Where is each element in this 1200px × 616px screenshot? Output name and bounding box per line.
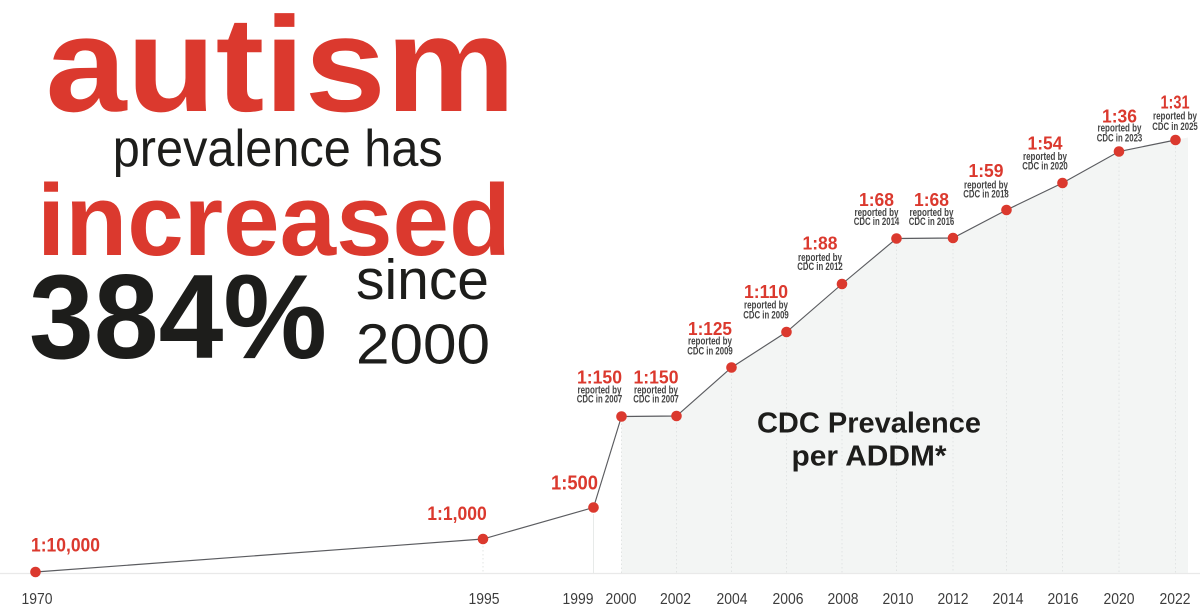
svg-text:reported by: reported by (1098, 123, 1142, 135)
svg-text:reported by: reported by (1023, 151, 1067, 163)
svg-text:2006: 2006 (773, 591, 804, 608)
svg-text:1:31: 1:31 (1161, 93, 1190, 113)
svg-text:1:88: 1:88 (803, 234, 838, 254)
svg-text:reported by: reported by (855, 207, 899, 219)
svg-text:CDC in 2007: CDC in 2007 (633, 394, 679, 406)
svg-text:2016: 2016 (1048, 591, 1079, 608)
svg-text:reported by: reported by (1153, 111, 1197, 123)
svg-text:1995: 1995 (469, 591, 500, 608)
svg-text:384%: 384% (29, 250, 327, 384)
svg-text:CDC in 2018: CDC in 2018 (963, 189, 1009, 201)
svg-text:reported by: reported by (798, 252, 842, 264)
svg-text:2008: 2008 (828, 591, 859, 608)
svg-text:2014: 2014 (993, 591, 1024, 608)
svg-text:1:36: 1:36 (1102, 107, 1137, 127)
svg-text:1:54: 1:54 (1028, 134, 1063, 154)
svg-text:1:10,000: 1:10,000 (31, 535, 100, 557)
svg-text:reported by: reported by (688, 336, 732, 348)
svg-text:reported by: reported by (578, 385, 622, 397)
svg-text:1:150: 1:150 (634, 367, 679, 388)
svg-text:since: since (356, 248, 489, 312)
svg-text:1:500: 1:500 (551, 472, 598, 495)
svg-text:2002: 2002 (660, 591, 691, 608)
svg-text:CDC Prevalence: CDC Prevalence (757, 408, 981, 440)
svg-text:2000: 2000 (356, 313, 490, 377)
svg-text:CDC in 2025: CDC in 2025 (1152, 121, 1198, 133)
svg-text:1970: 1970 (22, 591, 53, 608)
svg-text:CDC in 2012: CDC in 2012 (797, 261, 843, 273)
svg-text:CDC in 2020: CDC in 2020 (1022, 161, 1068, 173)
svg-text:2022: 2022 (1160, 591, 1191, 608)
svg-text:CDC in 2009: CDC in 2009 (743, 310, 789, 322)
svg-text:CDC in 2023: CDC in 2023 (1097, 133, 1143, 145)
svg-text:prevalence has: prevalence has (113, 120, 443, 178)
svg-text:CDC in 2009: CDC in 2009 (687, 346, 733, 358)
svg-text:reported by: reported by (964, 180, 1008, 192)
svg-text:1:110: 1:110 (744, 282, 788, 302)
svg-text:per ADDM*: per ADDM* (792, 441, 948, 473)
svg-text:2000: 2000 (606, 591, 637, 608)
svg-text:autism: autism (46, 0, 516, 140)
svg-text:2010: 2010 (883, 591, 914, 608)
svg-text:CDC in 2014: CDC in 2014 (854, 216, 900, 228)
svg-text:CDC in 2016: CDC in 2016 (909, 216, 955, 228)
svg-text:2012: 2012 (938, 591, 969, 608)
svg-text:1:59: 1:59 (969, 161, 1004, 181)
svg-text:1:1,000: 1:1,000 (427, 503, 487, 525)
svg-text:2004: 2004 (717, 591, 748, 608)
svg-text:2020: 2020 (1104, 591, 1135, 608)
svg-text:increased: increased (37, 165, 511, 277)
svg-text:1:68: 1:68 (859, 189, 894, 210)
svg-text:1:68: 1:68 (914, 189, 949, 210)
svg-text:reported by: reported by (744, 300, 788, 312)
svg-text:1:150: 1:150 (577, 367, 622, 388)
svg-text:CDC in 2007: CDC in 2007 (577, 394, 623, 406)
svg-text:reported by: reported by (634, 385, 678, 397)
svg-text:reported by: reported by (910, 207, 954, 219)
svg-text:1:125: 1:125 (688, 319, 732, 339)
svg-text:1999: 1999 (563, 591, 594, 608)
